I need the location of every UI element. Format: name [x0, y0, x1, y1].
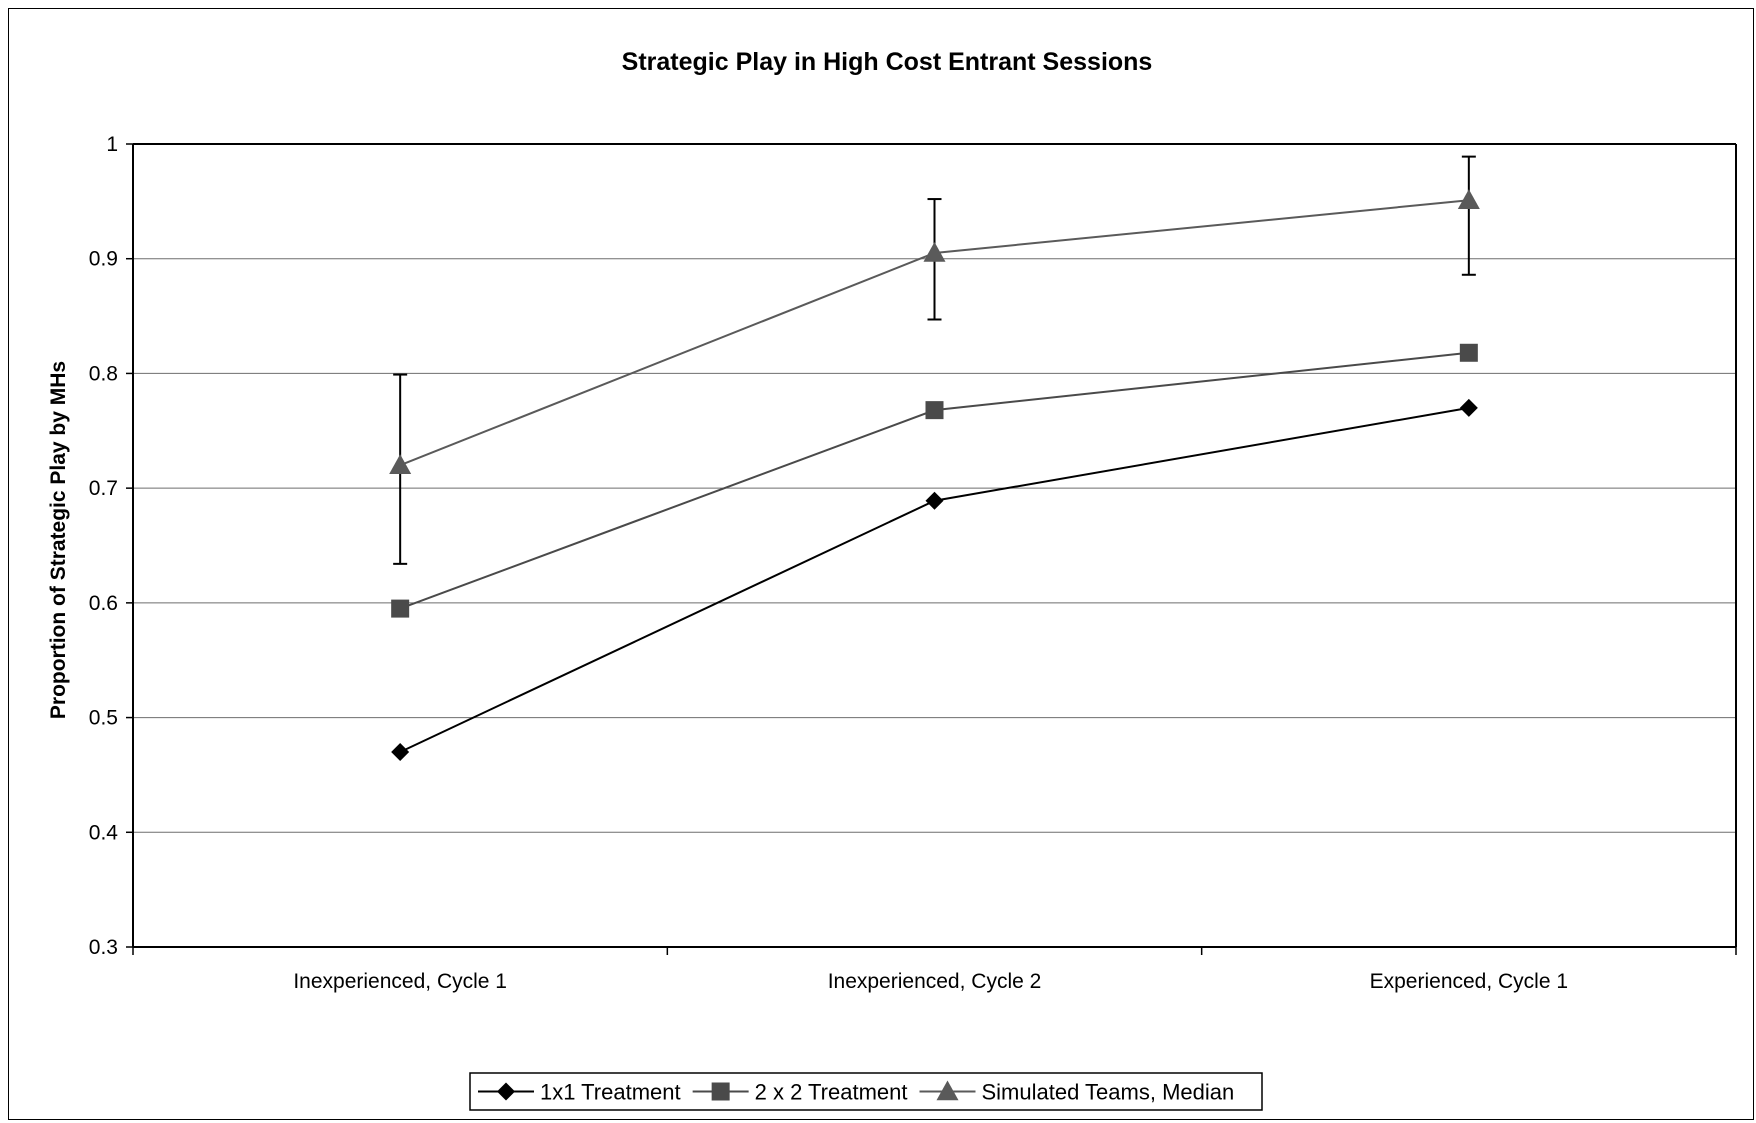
series-3 — [389, 155, 1480, 565]
data-point — [391, 599, 410, 618]
data-point — [923, 241, 946, 262]
legend: 1x1 Treatment 2 x 2 Treatment Simulated Te… — [469, 1072, 1263, 1111]
data-point — [389, 454, 412, 474]
y-tick-label: 0.7 — [89, 477, 118, 500]
data-point — [1459, 398, 1478, 417]
x-tick-label: Inexperienced, Cycle 2 — [828, 970, 1042, 993]
data-point — [925, 491, 944, 510]
legend-entry: 2 x 2 Treatment — [692, 1080, 908, 1105]
legend-box — [469, 1072, 1263, 1111]
series-2 — [391, 343, 1478, 618]
legend-label: 1x1 Treatment — [540, 1080, 681, 1105]
y-tick-label: 0.5 — [89, 707, 118, 730]
legend-entry: 1x1 Treatment — [478, 1080, 681, 1105]
data-point — [1457, 189, 1480, 210]
axes: 0.3 0.4 0.5 0.6 0.7 0.8 0.9 1 Inexperienced, Cyc… — [89, 133, 1737, 993]
y-tick-label: 0.4 — [89, 821, 119, 844]
legend-marker — [711, 1082, 730, 1101]
chart-frame — [8, 8, 1754, 1120]
data-point — [1459, 343, 1478, 362]
series-layer — [389, 155, 1480, 761]
legend-marker — [936, 1080, 959, 1101]
series-1 — [391, 398, 1478, 761]
y-tick-label: 1 — [106, 133, 118, 156]
y-axis-label: Proportion of Strategic Play by MHs — [47, 361, 70, 719]
x-tick-label: Experienced, Cycle 1 — [1370, 970, 1568, 993]
y-tick-label: 0.9 — [89, 248, 118, 271]
y-tick-label: 0.3 — [89, 936, 118, 959]
x-tick-label: Inexperienced, Cycle 1 — [293, 970, 507, 993]
legend-label: 2 x 2 Treatment — [755, 1080, 908, 1105]
y-tick-label: 0.8 — [89, 362, 118, 385]
chart-title: Strategic Play in High Cost Entrant Sess… — [622, 48, 1153, 76]
y-tick-label: 0.6 — [89, 592, 118, 615]
error-bar — [1461, 155, 1476, 276]
data-point — [925, 401, 944, 420]
legend-entry: Simulated Teams, Median — [919, 1080, 1235, 1105]
legend-marker — [497, 1082, 515, 1101]
legend-label: Simulated Teams, Median — [982, 1080, 1235, 1105]
data-point — [391, 742, 410, 761]
